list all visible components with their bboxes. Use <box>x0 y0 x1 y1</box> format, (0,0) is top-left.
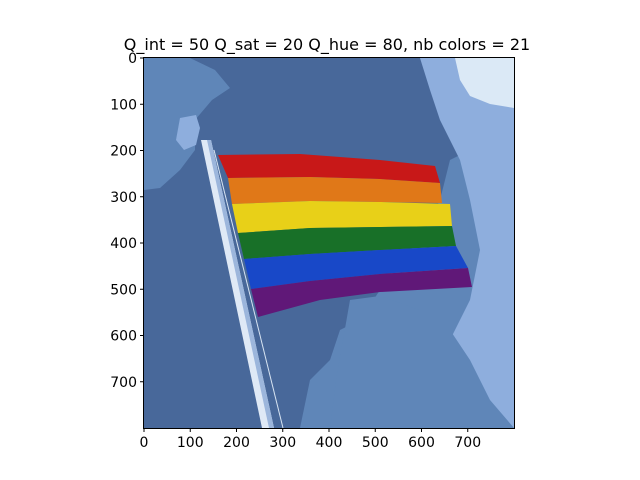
x-tick-label: 700 <box>454 435 481 451</box>
x-tick-label: 200 <box>223 435 250 451</box>
x-tick-label: 100 <box>177 435 204 451</box>
x-tick-label: 0 <box>140 435 149 451</box>
stripe-purple <box>251 268 472 317</box>
halyard <box>213 149 284 428</box>
x-tick-label: 400 <box>316 435 343 451</box>
sky-pale-region <box>455 58 514 108</box>
y-tick-label: 400 <box>110 236 137 252</box>
x-tick-label: 600 <box>408 435 435 451</box>
x-axis: 0 100 200 300 400 500 600 700 <box>140 428 481 451</box>
y-axis: 0 100 200 300 400 500 600 700 <box>110 51 144 391</box>
chart-title: Q_int = 50 Q_sat = 20 Q_hue = 80, nb col… <box>124 35 530 55</box>
stripe-yellow <box>232 201 452 233</box>
quantized-image <box>144 58 514 428</box>
stripe-orange <box>228 177 442 204</box>
x-tick-label: 300 <box>269 435 296 451</box>
stripe-red <box>218 154 440 183</box>
stripe-green <box>238 226 456 259</box>
y-tick-label: 200 <box>110 144 137 160</box>
stripe-blue <box>244 246 468 289</box>
cloud-pale-left <box>176 115 200 150</box>
y-tick-label: 300 <box>110 190 137 206</box>
flagpole-shade <box>207 140 274 428</box>
y-tick-label: 500 <box>110 282 137 298</box>
y-tick-label: 600 <box>110 329 137 345</box>
sky-light-region <box>420 58 514 428</box>
y-tick-label: 100 <box>110 97 137 113</box>
y-tick-label: 700 <box>110 375 137 391</box>
x-tick-label: 500 <box>362 435 389 451</box>
y-tick-label: 0 <box>128 51 137 67</box>
cloud-right-lower <box>330 296 514 428</box>
